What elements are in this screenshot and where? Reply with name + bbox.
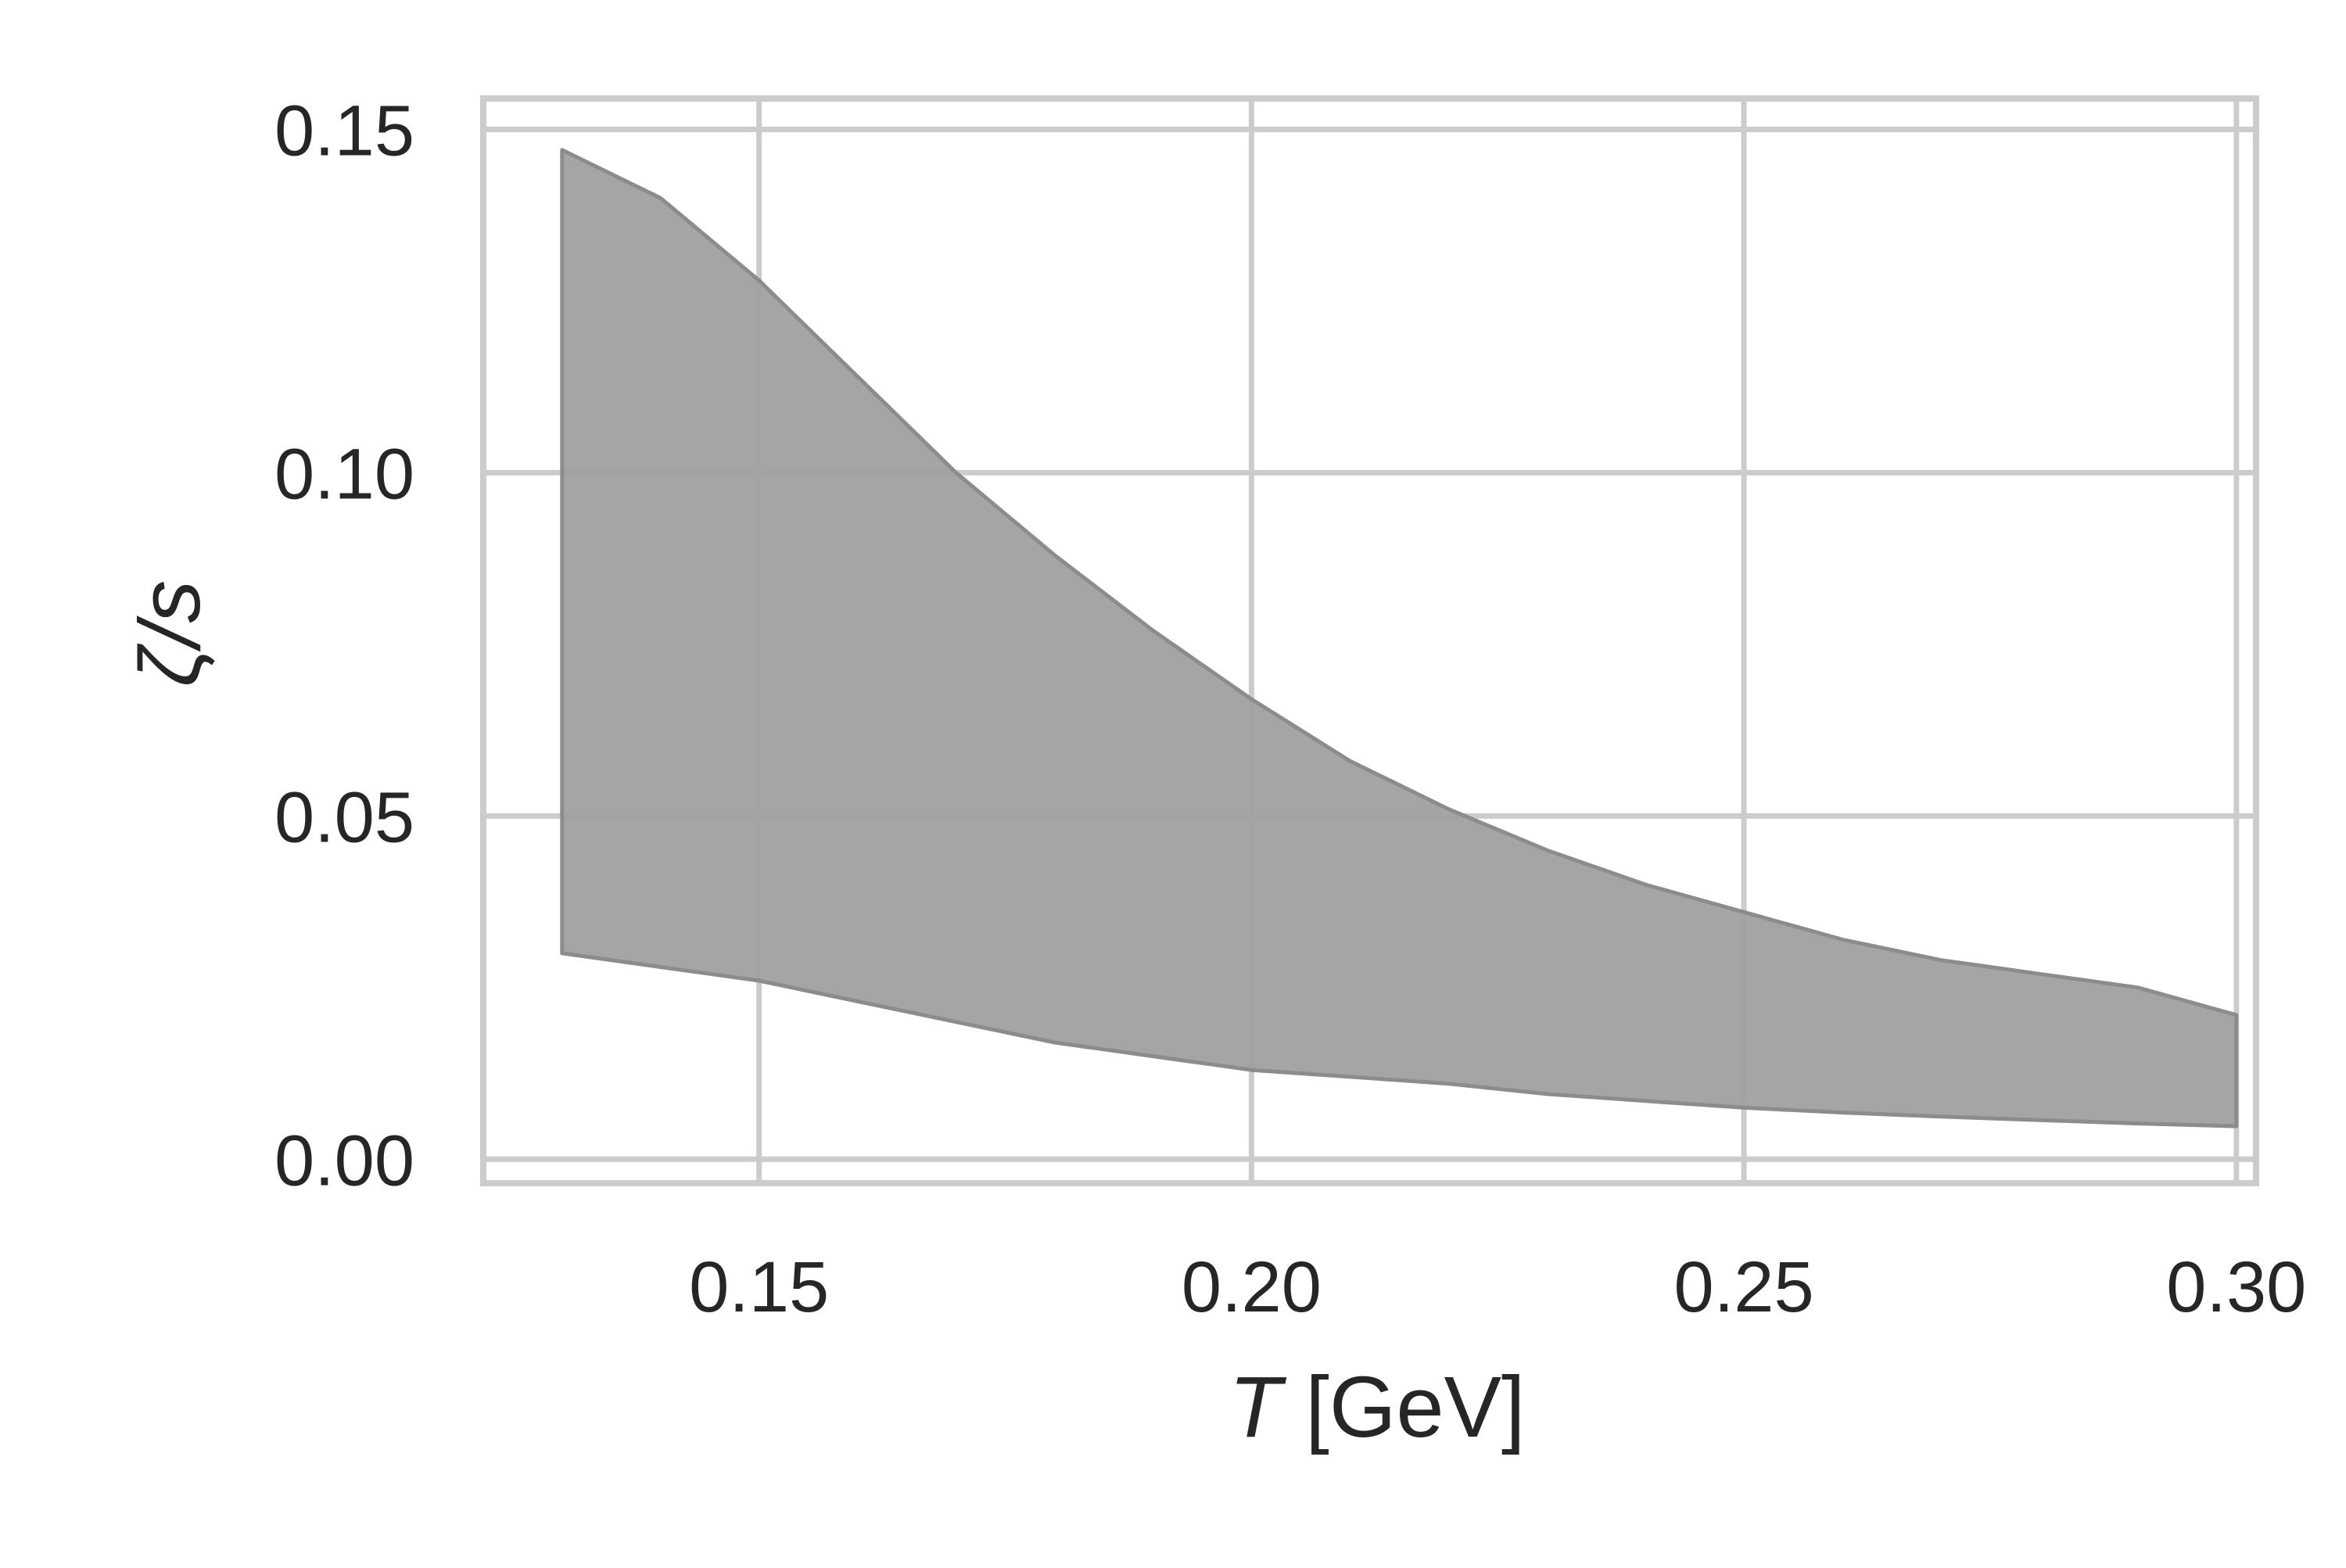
plot-frame xyxy=(480,95,2259,1186)
x-tick-label-3: 0.30 xyxy=(2166,1247,2306,1327)
x-axis-label-unit: [GeV] xyxy=(1282,1359,1526,1455)
x-axis-label-symbol: T xyxy=(1229,1359,1287,1455)
y-tick-label-2: 0.10 xyxy=(274,434,414,514)
x-tick-labels: 0.15 0.20 0.25 0.30 xyxy=(689,1247,2306,1327)
y-tick-label-3: 0.15 xyxy=(274,91,414,171)
confidence-band xyxy=(560,148,2239,1128)
x-tick-label-0: 0.15 xyxy=(689,1247,829,1327)
x-tick-label-1: 0.20 xyxy=(1182,1247,1322,1327)
y-tick-label-1: 0.05 xyxy=(274,777,414,857)
y-tick-labels: 0.00 0.05 0.10 0.15 xyxy=(274,91,414,1201)
x-axis-label: T [GeV] xyxy=(1229,1359,1526,1455)
y-axis-label: ζ/s xyxy=(122,580,218,687)
y-tick-label-0: 0.00 xyxy=(274,1121,414,1200)
band-layer xyxy=(560,148,2239,1128)
x-tick-label-2: 0.25 xyxy=(1674,1247,1814,1327)
